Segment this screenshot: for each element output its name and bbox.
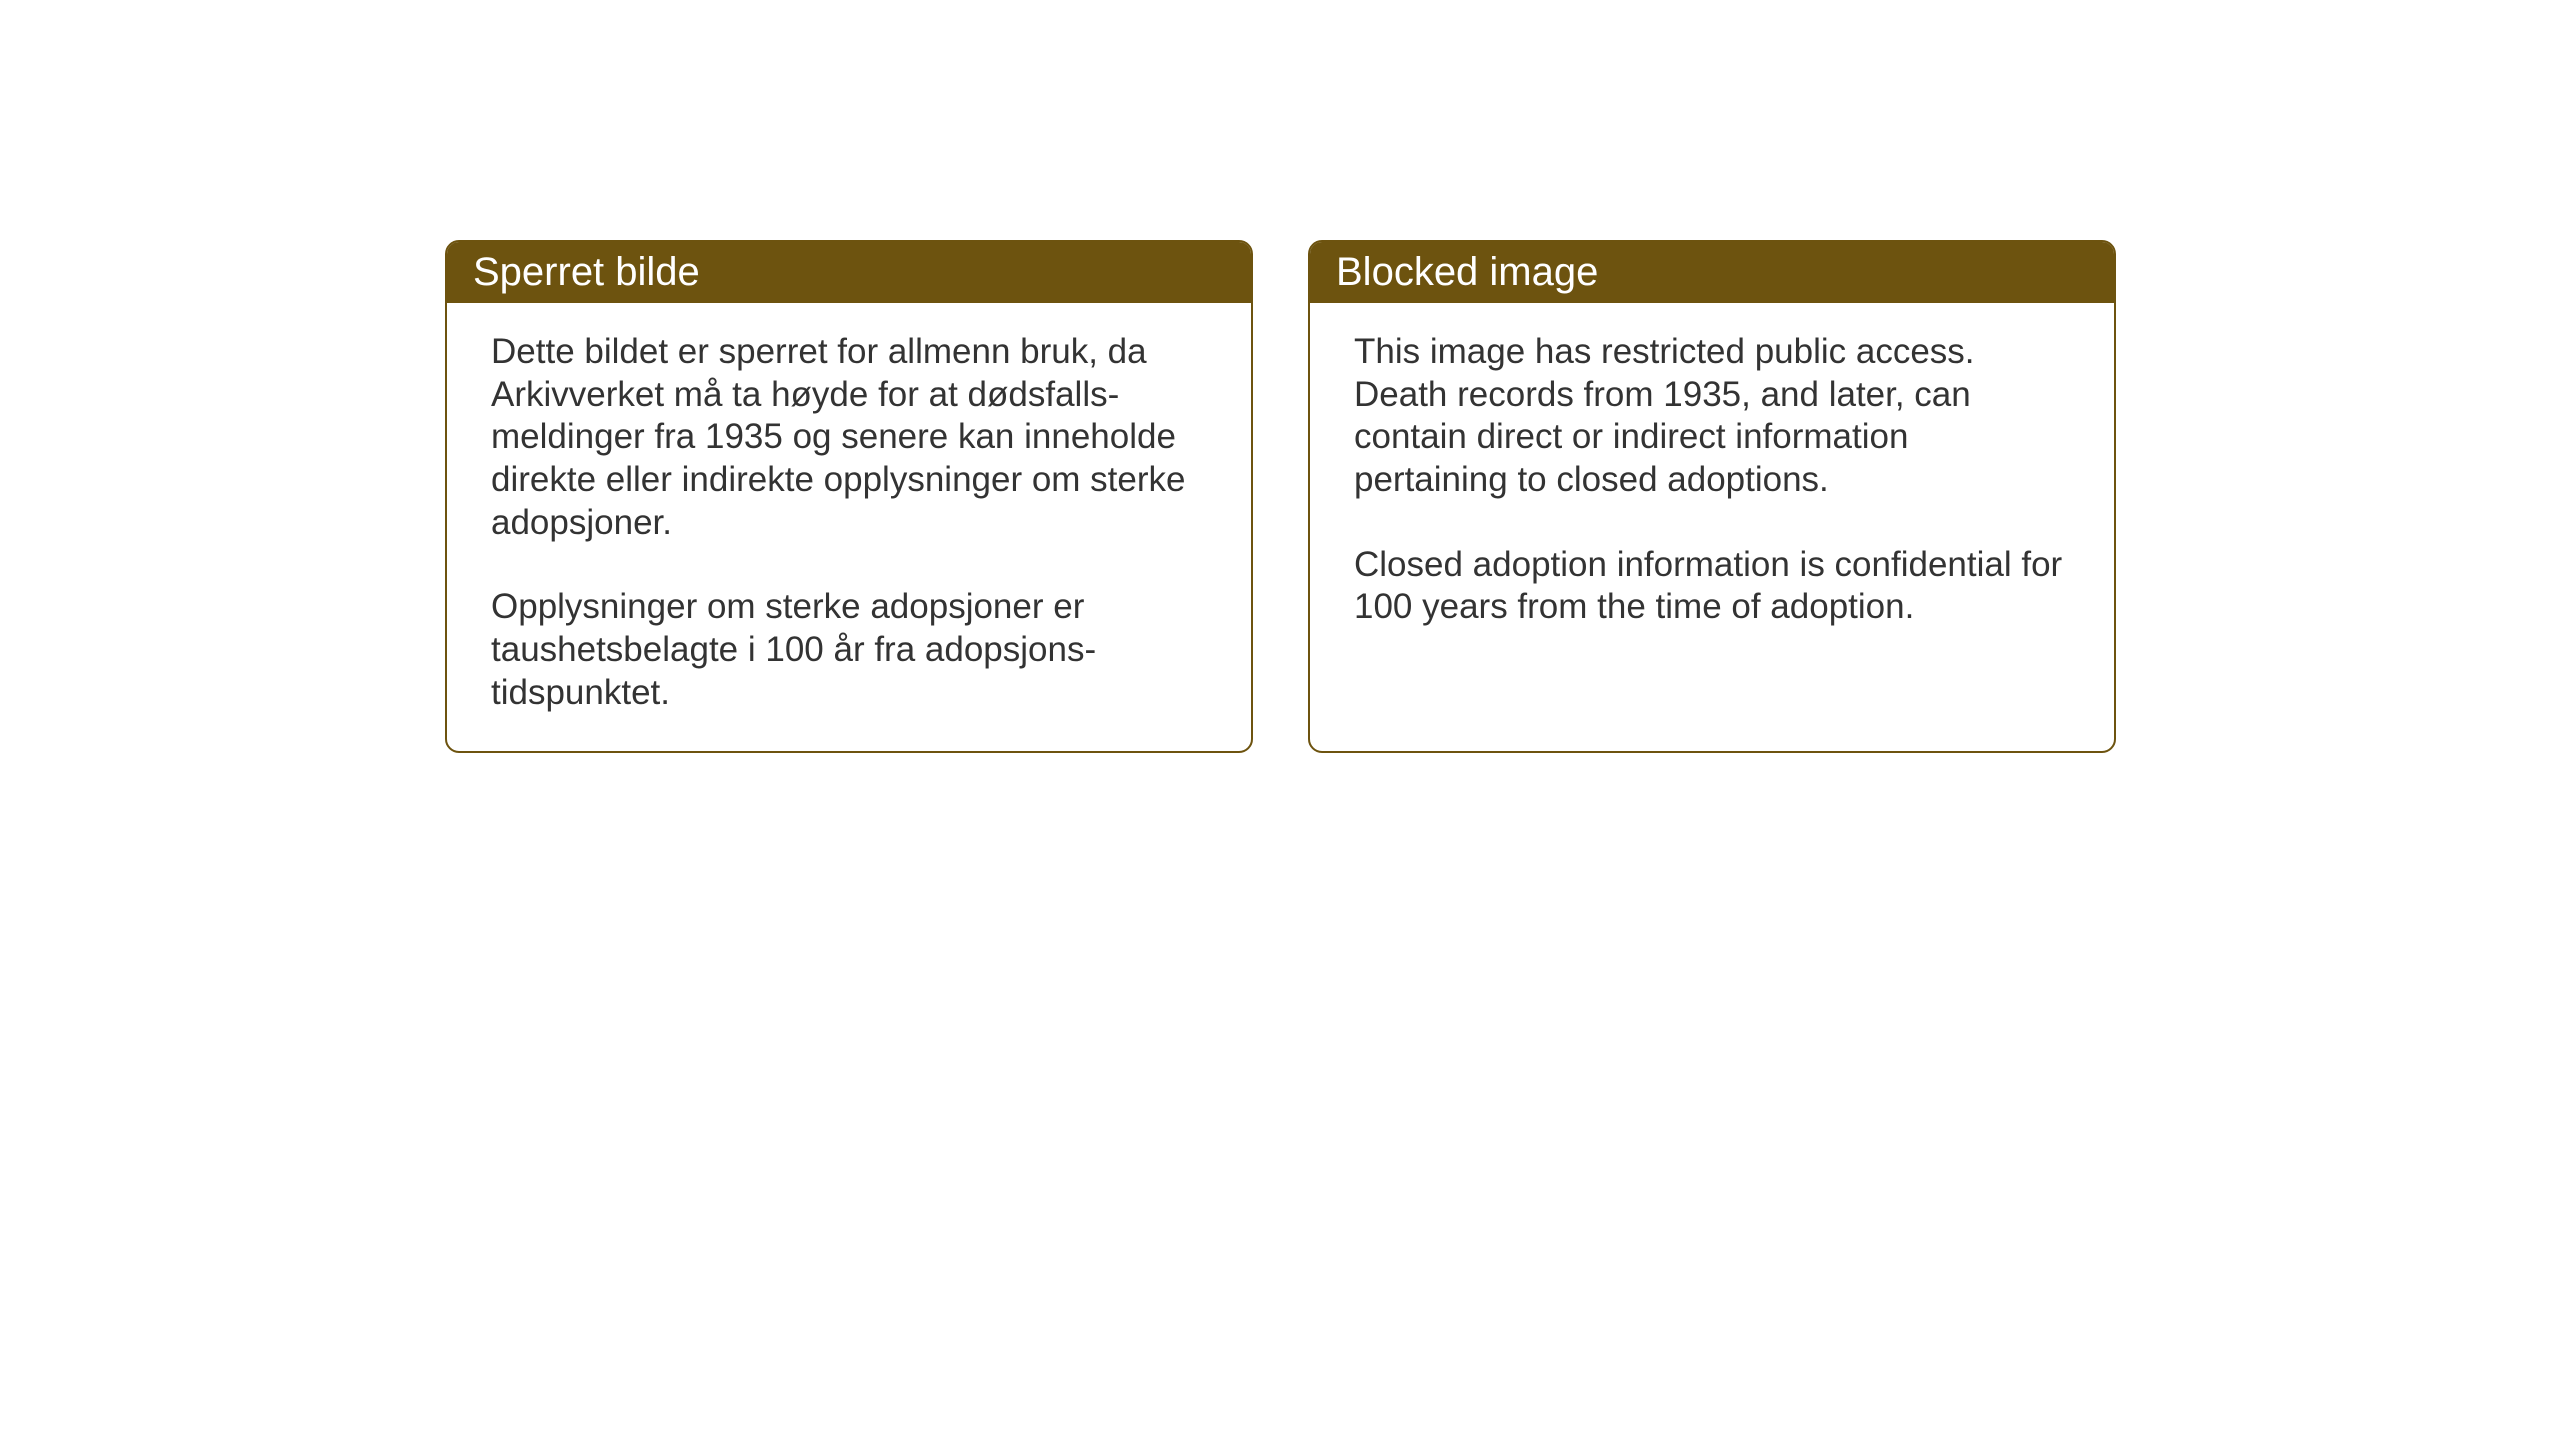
card-para1-english: This image has restricted public access.… bbox=[1354, 331, 2070, 502]
card-body-english: This image has restricted public access.… bbox=[1310, 303, 2114, 665]
card-para2-norwegian: Opplysninger om sterke adopsjoner er tau… bbox=[491, 586, 1207, 714]
card-para1-norwegian: Dette bildet er sperret for allmenn bruk… bbox=[491, 331, 1207, 544]
card-header-english: Blocked image bbox=[1310, 242, 2114, 303]
notice-cards-container: Sperret bilde Dette bildet er sperret fo… bbox=[445, 240, 2116, 753]
notice-card-english: Blocked image This image has restricted … bbox=[1308, 240, 2116, 753]
card-title-norwegian: Sperret bilde bbox=[473, 250, 700, 294]
card-para2-english: Closed adoption information is confident… bbox=[1354, 544, 2070, 629]
card-header-norwegian: Sperret bilde bbox=[447, 242, 1251, 303]
card-title-english: Blocked image bbox=[1336, 250, 1598, 294]
notice-card-norwegian: Sperret bilde Dette bildet er sperret fo… bbox=[445, 240, 1253, 753]
card-body-norwegian: Dette bildet er sperret for allmenn bruk… bbox=[447, 303, 1251, 751]
